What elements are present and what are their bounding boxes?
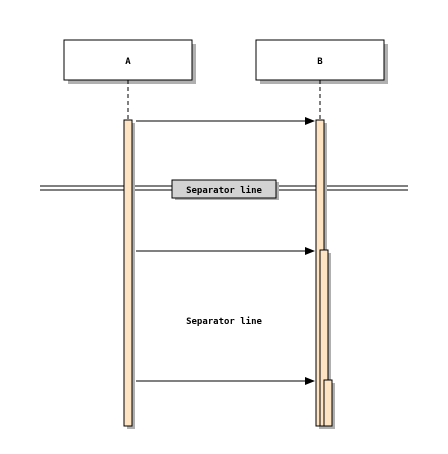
free-text-label: Separator line <box>186 316 262 327</box>
separator-label-group: Separator line <box>171 179 279 200</box>
activation-b-nested-2-bar <box>323 379 333 427</box>
participant-b-label: B <box>317 57 323 67</box>
participant-a-label: A <box>125 57 131 67</box>
separator-label: Separator line <box>186 185 262 196</box>
participant-a-box <box>63 39 193 81</box>
activation-a <box>123 119 135 429</box>
separator-label-box <box>171 179 277 199</box>
activation-b <box>315 119 335 429</box>
participant-b: B <box>255 39 388 84</box>
activation-a-bar <box>123 119 133 427</box>
messages <box>136 117 315 385</box>
participant-a: A <box>63 39 196 84</box>
participant-b-box <box>255 39 385 81</box>
